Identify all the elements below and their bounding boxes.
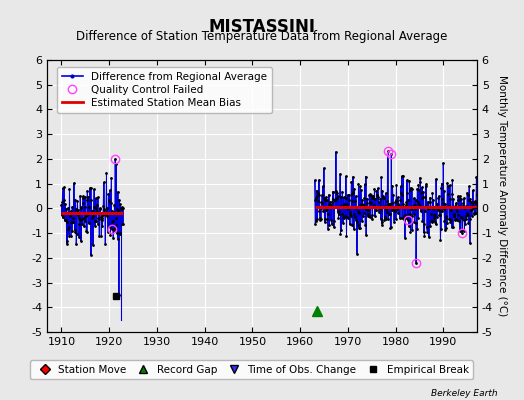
Legend: Station Move, Record Gap, Time of Obs. Change, Empirical Break: Station Move, Record Gap, Time of Obs. C… xyxy=(30,360,473,379)
Estimated Station Mean Bias xyxy=(120,210,126,215)
Difference from Regional Average xyxy=(58,202,64,207)
Difference from Regional Average xyxy=(120,222,126,227)
Difference from Regional Average xyxy=(95,222,101,226)
Estimated Station Mean Bias xyxy=(58,210,64,215)
Difference from Regional Average xyxy=(84,197,90,202)
Difference from Regional Average xyxy=(108,175,114,180)
Text: Difference of Station Temperature Data from Regional Average: Difference of Station Temperature Data f… xyxy=(77,30,447,43)
Difference from Regional Average xyxy=(101,208,107,212)
Difference from Regional Average xyxy=(74,207,80,212)
Text: MISTASSINI: MISTASSINI xyxy=(209,18,315,36)
Text: Berkeley Earth: Berkeley Earth xyxy=(431,389,498,398)
Difference from Regional Average xyxy=(116,292,122,297)
Difference from Regional Average xyxy=(81,205,88,210)
Line: Difference from Regional Average: Difference from Regional Average xyxy=(60,158,125,296)
Y-axis label: Monthly Temperature Anomaly Difference (°C): Monthly Temperature Anomaly Difference (… xyxy=(497,75,507,317)
Difference from Regional Average xyxy=(112,156,118,161)
Legend: Difference from Regional Average, Quality Control Failed, Estimated Station Mean: Difference from Regional Average, Qualit… xyxy=(57,66,272,113)
